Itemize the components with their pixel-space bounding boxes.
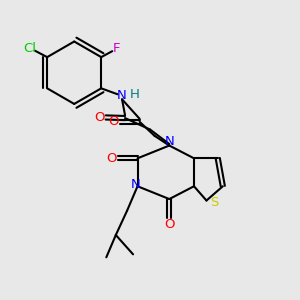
Text: S: S — [211, 196, 219, 208]
Text: H: H — [130, 88, 140, 101]
Text: O: O — [109, 115, 119, 128]
Text: N: N — [164, 135, 174, 148]
Text: N: N — [130, 178, 140, 191]
Text: Cl: Cl — [23, 42, 36, 55]
Text: F: F — [113, 42, 120, 55]
Text: O: O — [164, 218, 175, 231]
Text: N: N — [117, 89, 127, 102]
Text: O: O — [94, 111, 104, 124]
Text: O: O — [106, 152, 117, 165]
